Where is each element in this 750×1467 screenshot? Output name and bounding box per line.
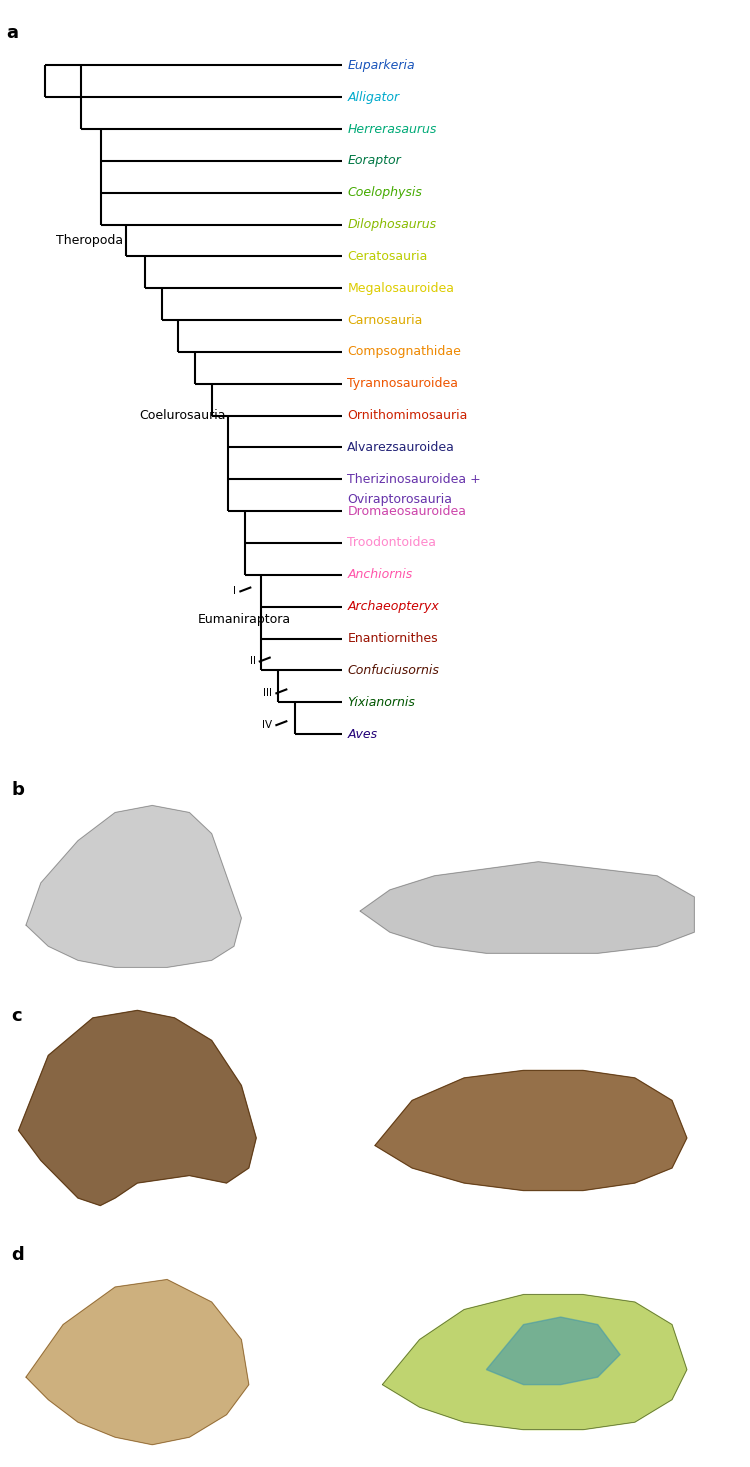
Polygon shape (382, 1294, 687, 1430)
Polygon shape (26, 805, 242, 967)
Text: a: a (7, 23, 19, 43)
Text: I: I (233, 587, 236, 597)
Text: Dromaeosauroidea: Dromaeosauroidea (347, 505, 466, 518)
Text: Carnosauria: Carnosauria (347, 314, 423, 327)
Text: Enantiornithes: Enantiornithes (347, 632, 438, 645)
Text: Yixianornis: Yixianornis (347, 695, 416, 709)
Text: Eoraptor: Eoraptor (347, 154, 401, 167)
Text: Alligator: Alligator (347, 91, 400, 104)
Polygon shape (486, 1317, 620, 1385)
Text: IV: IV (262, 720, 272, 731)
Text: Herrerasaurus: Herrerasaurus (347, 123, 436, 135)
Text: Eumaniraptora: Eumaniraptora (198, 613, 291, 626)
Polygon shape (26, 1279, 249, 1445)
Text: Euparkeria: Euparkeria (347, 59, 415, 72)
Text: Compsognathidae: Compsognathidae (347, 345, 461, 358)
Text: III: III (263, 688, 272, 698)
Text: c: c (11, 1006, 22, 1024)
Text: Coelurosauria: Coelurosauria (140, 409, 226, 422)
Text: Alvarezsauroidea: Alvarezsauroidea (347, 442, 455, 453)
Text: b: b (11, 780, 24, 800)
Text: Anchiornis: Anchiornis (347, 568, 412, 581)
Text: Oviraptorosauria: Oviraptorosauria (347, 493, 452, 506)
Polygon shape (360, 861, 694, 954)
Text: Troodontoidea: Troodontoidea (347, 537, 436, 550)
Polygon shape (375, 1071, 687, 1191)
Text: Ceratosauria: Ceratosauria (347, 249, 427, 263)
Text: Aves: Aves (347, 728, 377, 741)
Text: Confuciusornis: Confuciusornis (347, 665, 439, 676)
Text: Ornithomimosauria: Ornithomimosauria (347, 409, 468, 422)
Polygon shape (19, 1011, 256, 1206)
Text: d: d (11, 1245, 24, 1263)
Text: Megalosauroidea: Megalosauroidea (347, 282, 454, 295)
Text: Therizinosauroidea +: Therizinosauroidea + (347, 472, 481, 486)
Text: II: II (250, 656, 256, 666)
Text: Theropoda: Theropoda (56, 235, 124, 246)
Text: Coelophysis: Coelophysis (347, 186, 422, 200)
Text: Tyrannosauroidea: Tyrannosauroidea (347, 377, 458, 390)
Text: Dilophosaurus: Dilophosaurus (347, 219, 436, 232)
Text: Archaeopteryx: Archaeopteryx (347, 600, 439, 613)
